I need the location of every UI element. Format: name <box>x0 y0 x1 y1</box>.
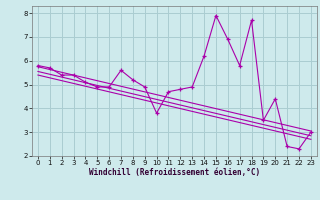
X-axis label: Windchill (Refroidissement éolien,°C): Windchill (Refroidissement éolien,°C) <box>89 168 260 177</box>
